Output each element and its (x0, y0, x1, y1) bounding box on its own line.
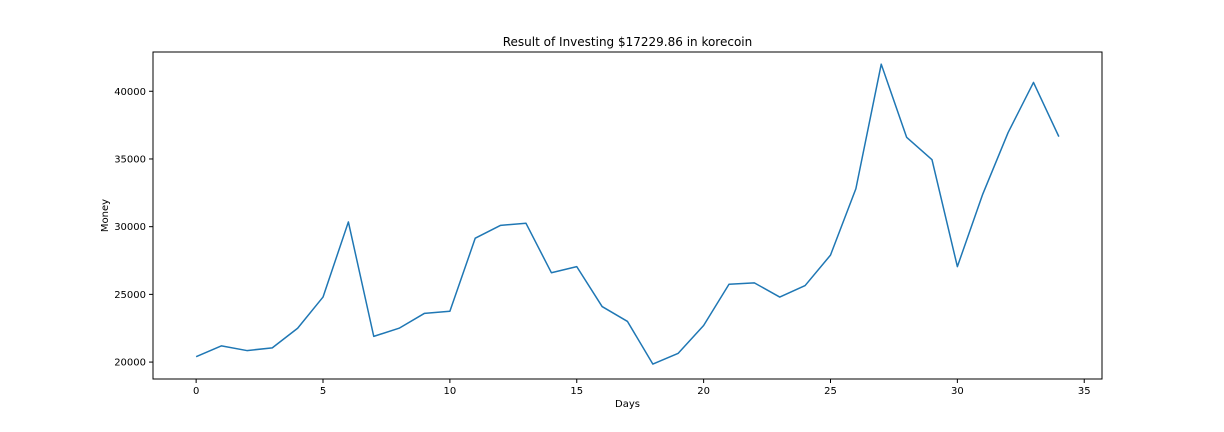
y-tick-label: 40000 (114, 87, 146, 98)
y-tick-label: 30000 (114, 222, 146, 233)
x-axis: 0 5 10 15 20 25 30 35 (193, 379, 1091, 397)
y-axis: 20000 25000 30000 35000 40000 (114, 87, 153, 369)
y-axis-label: Money (100, 199, 111, 232)
x-tick-label: 30 (951, 386, 964, 397)
x-tick-label: 25 (824, 386, 837, 397)
x-tick-label: 35 (1078, 386, 1091, 397)
x-tick-label: 10 (444, 386, 457, 397)
plot-frame (152, 51, 1103, 380)
x-tick-label: 15 (570, 386, 583, 397)
y-tick-label: 25000 (114, 290, 146, 301)
x-axis-label: Days (615, 399, 640, 410)
series-lines (195, 63, 1060, 365)
y-tick-label: 20000 (114, 358, 146, 369)
chart-title: Result of Investing $17229.86 in korecoi… (503, 35, 753, 49)
x-tick-label: 5 (320, 386, 326, 397)
y-tick-label: 35000 (114, 154, 146, 165)
series-line (195, 63, 1060, 365)
plot-area (152, 51, 1103, 380)
x-tick-label: 20 (697, 386, 710, 397)
x-tick-label: 0 (193, 386, 199, 397)
